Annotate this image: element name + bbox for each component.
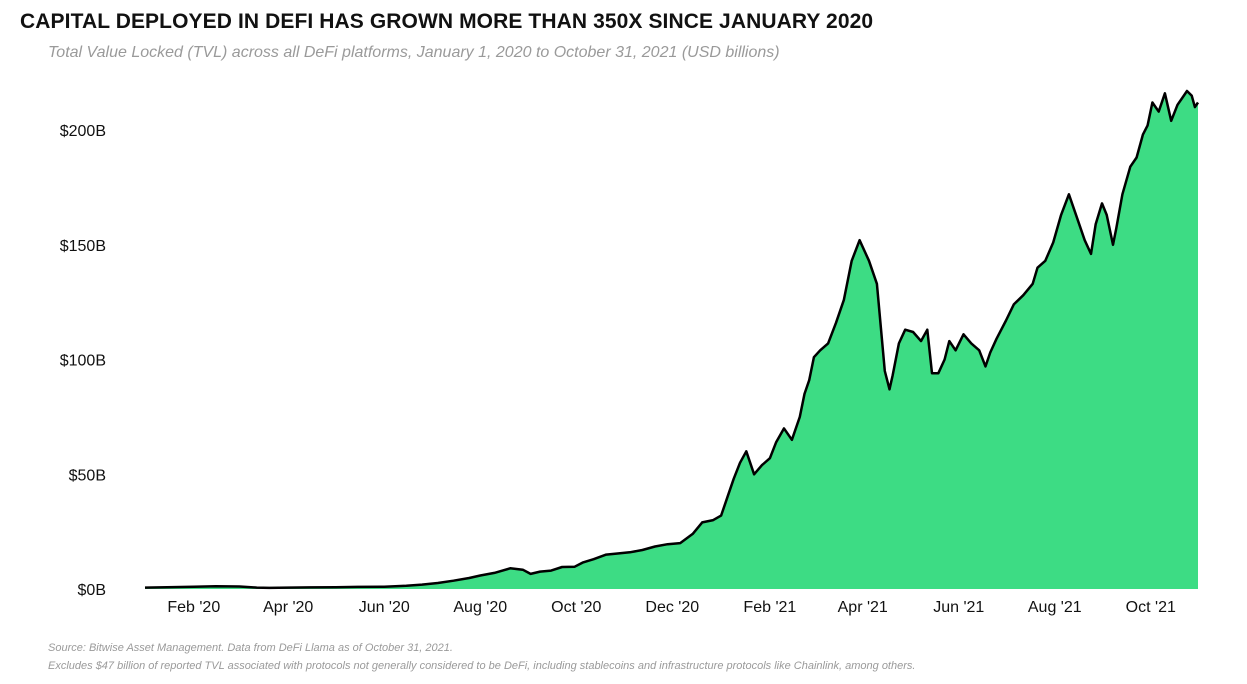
tvl-area-fill <box>145 91 1198 589</box>
x-tick-label: Dec '20 <box>645 599 699 616</box>
chart-title: CAPITAL DEPLOYED IN DEFI HAS GROWN MORE … <box>20 10 874 33</box>
plot-area <box>144 89 1200 590</box>
x-axis: Feb '20 Apr '20 Jun '20 Aug '20 Oct '20 Dec '… <box>167 599 1176 616</box>
chart-subtitle: Total Value Locked (TVL) across all DeFi… <box>48 44 780 61</box>
x-tick-label: Aug '20 <box>453 599 507 616</box>
y-tick-label: $100B <box>60 353 106 370</box>
y-axis: $0B $50B $100B $150B $200B <box>60 123 106 599</box>
x-tick-label: Jun '20 <box>359 599 410 616</box>
y-tick-label: $200B <box>60 123 106 140</box>
x-tick-label: Feb '21 <box>743 599 796 616</box>
y-tick-label: $0B <box>78 582 106 599</box>
exclusion-footnote: Excludes $47 billion of reported TVL ass… <box>48 660 916 672</box>
x-tick-label: Aug '21 <box>1028 599 1082 616</box>
x-tick-label: Oct '21 <box>1126 599 1176 616</box>
y-tick-label: $50B <box>69 467 106 484</box>
y-tick-label: $150B <box>60 238 106 255</box>
x-tick-label: Jun '21 <box>933 599 984 616</box>
x-tick-label: Apr '21 <box>838 599 888 616</box>
x-tick-label: Apr '20 <box>263 599 313 616</box>
tvl-series-line <box>144 89 1200 590</box>
x-tick-label: Feb '20 <box>167 599 220 616</box>
source-footnote: Source: Bitwise Asset Management. Data f… <box>48 642 453 654</box>
x-tick-label: Oct '20 <box>551 599 601 616</box>
